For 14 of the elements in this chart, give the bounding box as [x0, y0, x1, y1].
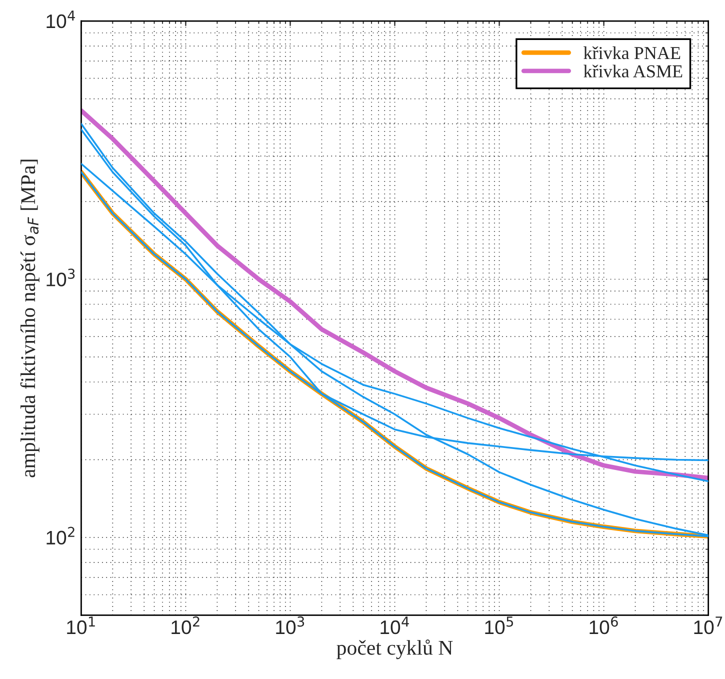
x-tick-label: 10$^{1}$ — [67, 616, 95, 634]
x-tick-label: 10$^{3}$ — [276, 616, 304, 634]
x-tick-label: 10$^{5}$ — [485, 616, 514, 634]
y-tick-label: 10$^{2}$ — [46, 526, 74, 545]
x-tick-label: 10$^{4}$ — [380, 616, 409, 634]
x-tick-label: 10$^{7}$ — [694, 616, 722, 634]
legend-label: křivka ASME — [584, 64, 682, 78]
y-axis-title: amplituda fiktivního napětí σ$_{aF}$ [MPa] — [20, 160, 40, 478]
legend-label: křivka PNAE — [584, 46, 680, 60]
y-tick-label: 10$^{3}$ — [46, 268, 75, 286]
x-tick-label: 10$^{6}$ — [590, 616, 618, 634]
x-tick-label: 10$^{2}$ — [172, 616, 200, 634]
y-tick-label: 10$^{4}$ — [46, 10, 75, 28]
x-axis-title: počet cyklů N — [336, 640, 453, 660]
